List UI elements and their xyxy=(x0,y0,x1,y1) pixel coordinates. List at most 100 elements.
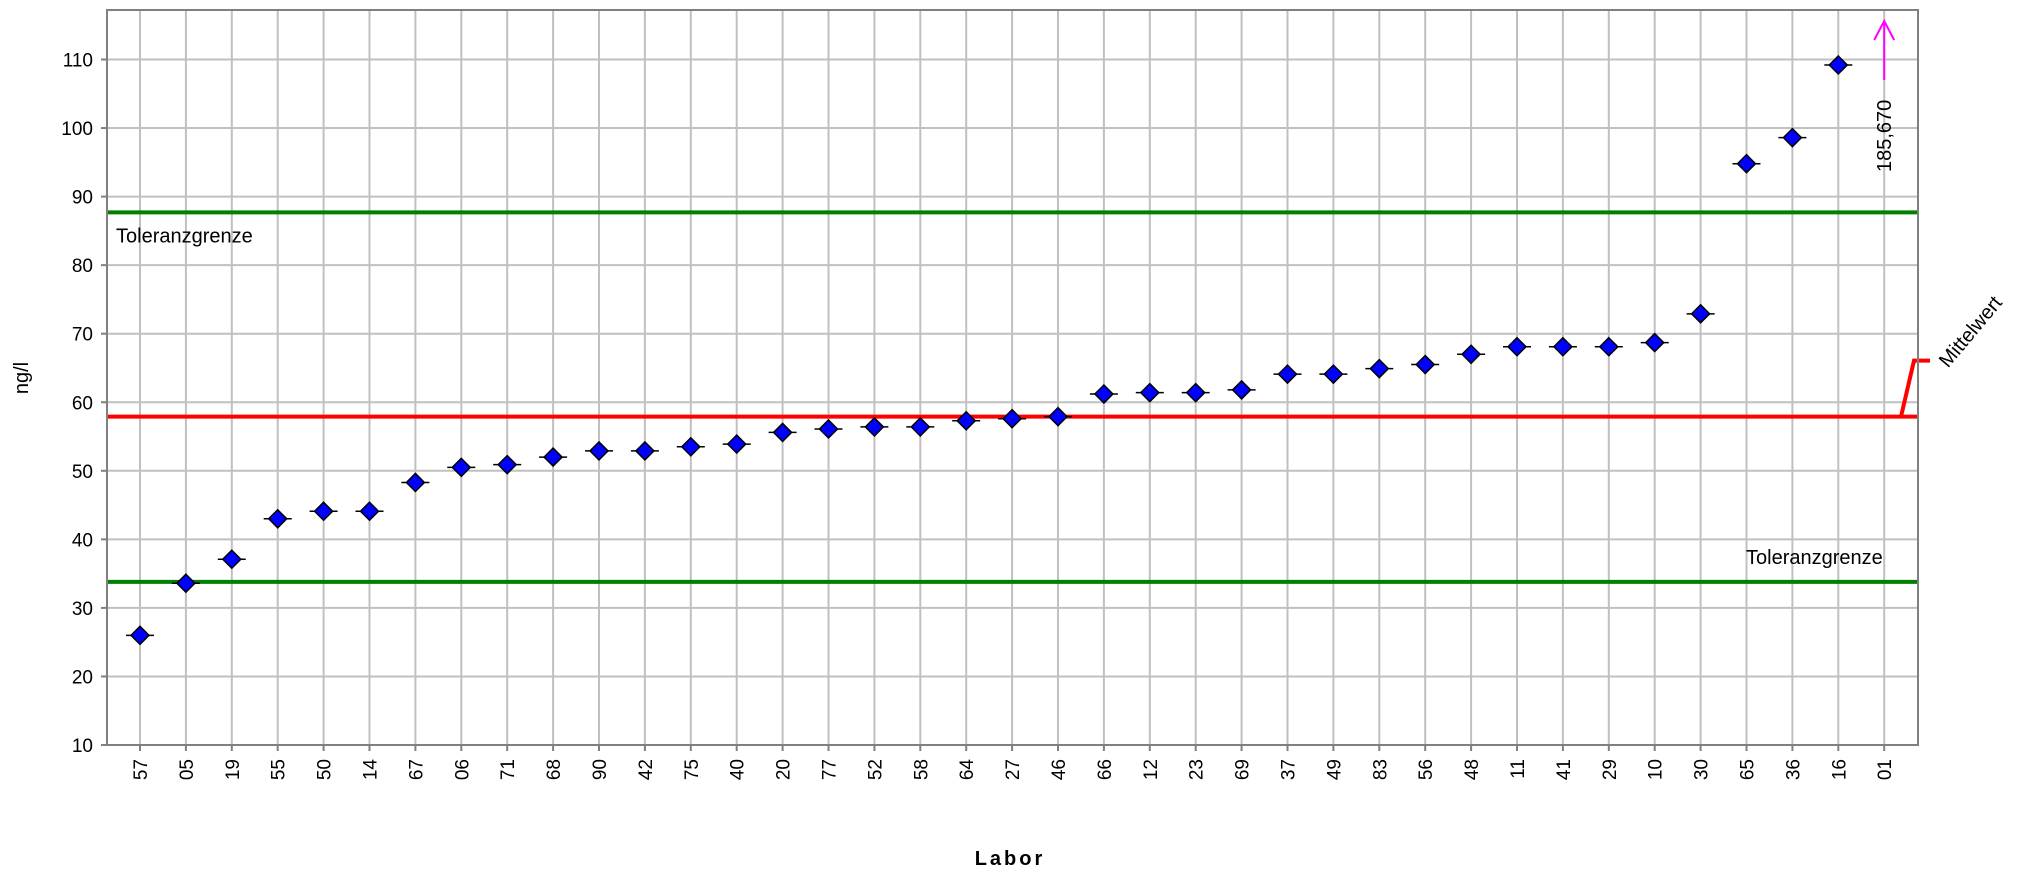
x-tick-label: 64 xyxy=(957,759,978,781)
data-point xyxy=(818,418,839,440)
x-tick-label: 11 xyxy=(1508,759,1529,779)
x-tick-label: 56 xyxy=(1416,759,1437,780)
y-tick-label: 80 xyxy=(72,256,93,277)
data-point xyxy=(1506,336,1528,357)
plot-frame xyxy=(106,9,1919,746)
data-point xyxy=(1093,383,1114,405)
data-point xyxy=(1139,382,1160,403)
x-tick-label: 20 xyxy=(774,759,795,780)
x-tick-label: 67 xyxy=(406,759,427,780)
data-points xyxy=(126,18,1896,646)
data-point xyxy=(1323,364,1344,385)
data-point xyxy=(1047,406,1069,427)
data-point xyxy=(405,472,426,493)
data-point xyxy=(451,457,472,478)
x-tick-label: 30 xyxy=(1692,759,1713,780)
x-tick-label: 90 xyxy=(590,759,611,780)
x-tick-label: 12 xyxy=(1141,759,1162,780)
data-point xyxy=(864,416,885,437)
x-tick-label: 77 xyxy=(820,759,841,780)
x-tick-label: 40 xyxy=(728,759,749,780)
x-tick-label: 16 xyxy=(1829,759,1850,780)
mean-label-leader xyxy=(1899,358,1930,418)
data-point xyxy=(1461,344,1482,365)
y-tick-label: 40 xyxy=(72,530,93,551)
y-tick-label: 90 xyxy=(72,188,93,209)
x-tick-label: 48 xyxy=(1462,759,1483,780)
data-point xyxy=(1002,408,1023,429)
y-tick-label: 110 xyxy=(63,51,93,72)
grid xyxy=(107,10,1918,746)
x-tick-label: 05 xyxy=(177,759,198,780)
x-tick-label: 75 xyxy=(682,759,703,780)
x-tick-label: 37 xyxy=(1279,759,1300,780)
data-point xyxy=(1736,153,1757,174)
data-point xyxy=(129,625,151,646)
x-tick-label: 19 xyxy=(223,759,244,780)
data-point xyxy=(1690,303,1711,324)
upper-tolerance-label: Toleranzgrenze xyxy=(116,225,253,247)
x-tick-label: 27 xyxy=(1003,759,1024,780)
data-point xyxy=(1415,354,1436,375)
mean-label: Mittelwert xyxy=(1935,292,2007,372)
x-tick-label: 06 xyxy=(452,759,473,780)
x-tick-label: 58 xyxy=(911,759,932,780)
x-tick-label: 36 xyxy=(1783,759,1804,780)
reference-lines xyxy=(107,210,1930,584)
y-tick-label: 30 xyxy=(72,599,93,620)
x-tick-label: 42 xyxy=(636,759,657,780)
x-tick-label: 23 xyxy=(1187,759,1208,780)
data-point xyxy=(634,440,655,461)
data-point xyxy=(1782,127,1803,148)
data-point xyxy=(910,416,931,437)
y-tick-label: 100 xyxy=(61,119,93,140)
x-tick-label: 57 xyxy=(131,759,152,780)
x-tick-label: 10 xyxy=(1646,759,1667,780)
data-point xyxy=(588,440,610,461)
data-point xyxy=(221,549,242,570)
data-point xyxy=(497,454,518,475)
x-tick-label: 83 xyxy=(1370,759,1391,780)
data-point xyxy=(680,436,701,457)
data-point xyxy=(175,573,196,594)
data-point xyxy=(1828,54,1849,76)
y-axis-label: ng/l xyxy=(11,362,33,394)
data-point xyxy=(1369,358,1390,379)
x-tick-label: 69 xyxy=(1233,759,1254,780)
data-point xyxy=(359,501,380,522)
out-of-range-value-label: 185,670 xyxy=(1874,100,1896,172)
x-tick-label: 52 xyxy=(865,759,886,780)
y-tick-label: 20 xyxy=(72,667,93,688)
lower-tolerance-label: Toleranzgrenze xyxy=(1746,547,1883,569)
data-point xyxy=(267,508,288,529)
x-tick-label: 65 xyxy=(1738,759,1759,780)
data-point xyxy=(1552,336,1573,357)
x-axis-label: Labor xyxy=(975,848,1046,870)
data-point xyxy=(1644,332,1665,353)
x-tick-label: 50 xyxy=(315,759,336,780)
x-tick-label: 49 xyxy=(1324,759,1345,780)
x-tick-label: 14 xyxy=(361,759,382,781)
x-tick-label: 55 xyxy=(269,759,290,780)
data-point xyxy=(772,422,793,443)
data-point xyxy=(313,501,334,522)
x-tick-label: 41 xyxy=(1554,759,1575,780)
y-tick-label: 50 xyxy=(72,462,93,483)
y-tick-label: 10 xyxy=(72,736,93,757)
x-tick-label: 68 xyxy=(544,759,565,780)
x-tick-labels: 57 05 19 55 50 14 67 06 71 68 90 42 75 40 20 77 52 58 64 27… xyxy=(131,745,1896,780)
x-tick-label: 46 xyxy=(1049,759,1070,780)
data-point xyxy=(1185,382,1206,403)
data-point xyxy=(1598,336,1619,357)
x-tick-label: 29 xyxy=(1600,759,1621,780)
data-point xyxy=(956,410,977,431)
y-tick-label: 60 xyxy=(72,393,93,414)
data-point xyxy=(726,434,747,455)
x-tick-label: 01 xyxy=(1875,759,1896,780)
data-point xyxy=(1231,379,1252,400)
y-tick-label: 70 xyxy=(72,325,93,346)
data-point xyxy=(543,447,564,468)
y-tick-labels: 10 20 30 40 50 60 70 80 90 100 110 xyxy=(61,51,107,757)
x-tick-label: 71 xyxy=(498,759,519,780)
